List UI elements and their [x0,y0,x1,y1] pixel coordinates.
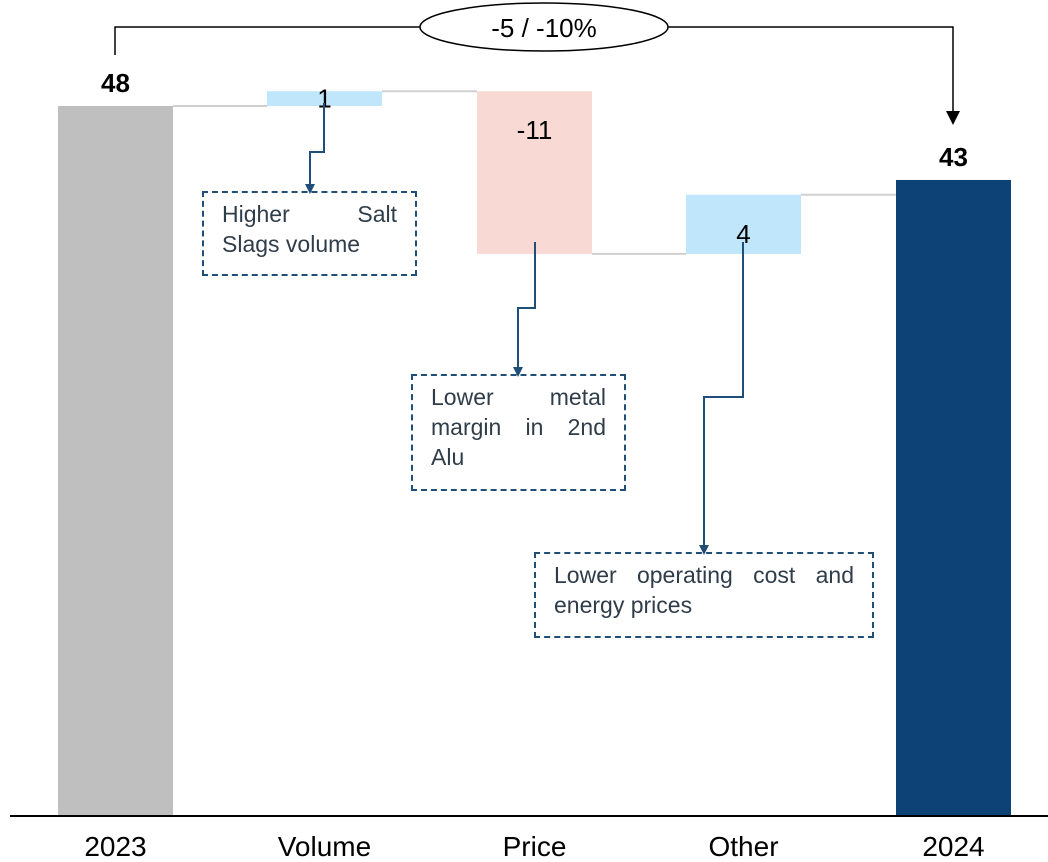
note-arrow-other [699,242,744,555]
value-label-2023: 48 [101,68,130,98]
bars [58,91,1011,817]
change-bracket: -5 / -10% [114,2,960,125]
note-other: Lower operating cost and energy prices [534,552,874,638]
value-label-volume: 1 [317,84,331,114]
value-label-other: 4 [736,219,750,249]
x-tick-label-volume: Volume [278,831,371,862]
connector-lines [173,90,896,255]
note-arrow-volume [305,103,325,194]
change-ellipse [419,2,669,52]
note-price-text: Lower metal margin in 2nd Alu [431,384,606,470]
note-volume: Higher Salt Slags volume [202,191,417,276]
x-tick-label-other: Other [708,831,778,862]
bar-2024 [896,179,1011,817]
x-tick-label-price: Price [503,831,567,862]
change-bracket-left [114,26,425,55]
note-other-text: Lower operating cost and energy prices [554,562,854,618]
x-tick-label-2024: 2024 [922,831,984,862]
value-labels: 48 1 -11 4 43 [101,68,968,249]
note-arrow-price [513,242,536,377]
x-tick-label-2023: 2023 [84,831,146,862]
change-label: -5 / -10% [491,13,597,43]
value-label-2024: 43 [939,142,968,172]
bar-volume [267,91,382,106]
note-volume-text: Higher Salt Slags volume [222,201,397,257]
x-axis: 2023 Volume Price Other 2024 [10,815,1048,862]
value-label-price: -11 [517,115,553,145]
bar-price [477,91,592,254]
note-arrows [305,103,744,555]
change-bracket-right [665,26,960,125]
bar-2023 [58,106,173,816]
note-price: Lower metal margin in 2nd Alu [411,374,626,491]
